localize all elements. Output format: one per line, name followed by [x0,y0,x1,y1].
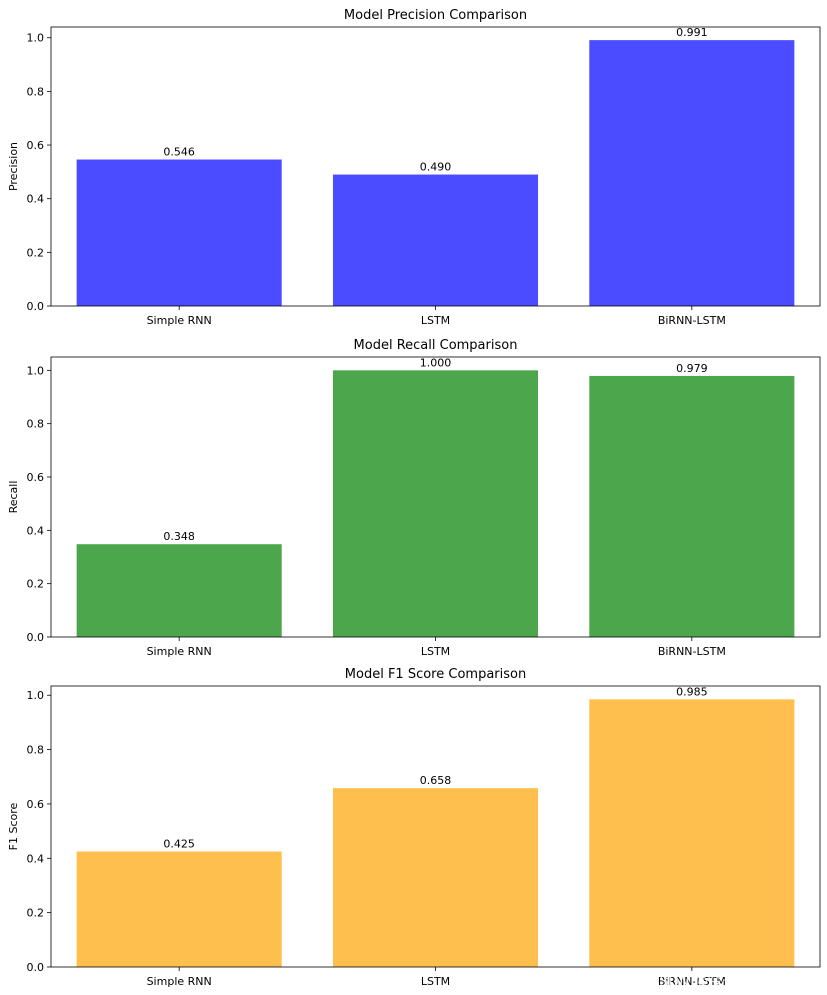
bar-simple-rnn [76,851,282,967]
y-tick-label: 1.0 [27,364,45,377]
watermark: CSDN @今天你push了吗 [650,974,812,990]
x-tick-label: BiRNN-LSTM [658,314,726,327]
y-axis-label: Recall [7,481,20,514]
x-tick-label: Simple RNN [147,314,212,327]
data-label: 0.991 [676,26,708,39]
x-tick-label: BiRNN-LSTM [658,975,726,988]
data-label: 0.348 [163,530,195,543]
x-tick-label: BiRNN-LSTM [658,645,726,658]
data-label: 0.425 [163,838,195,851]
y-tick-label: 0.2 [27,246,45,259]
data-label: 0.979 [676,362,708,375]
y-axis-label: Precision [7,142,20,191]
x-tick-label: LSTM [421,314,450,327]
chart-title: Model Precision Comparison [344,8,527,23]
y-tick-label: 0.8 [27,418,45,431]
bar-birnn-lstm [589,40,795,306]
bar-lstm [332,370,539,637]
data-label: 0.546 [163,146,195,159]
x-tick-label: LSTM [421,975,450,988]
y-tick-label: 0.0 [27,300,45,313]
y-tick-label: 0.6 [27,471,45,484]
x-tick-label: LSTM [421,645,450,658]
data-label: 0.490 [420,161,452,174]
y-tick-label: 0.0 [27,631,45,644]
y-tick-label: 0.6 [27,798,45,811]
chart-panel-1: Model Precision Comparison 0.0 0.2 0.4 0.6 0.… [7,8,821,327]
y-tick-label: 0.4 [27,524,45,537]
bar-birnn-lstm [589,375,795,637]
bar-lstm [332,174,539,306]
y-axis-label: F1 Score [7,802,20,850]
y-tick-label: 0.2 [27,578,45,591]
x-tick-label: Simple RNN [147,645,212,658]
chart-title: Model Recall Comparison [354,338,518,353]
x-tick-label: Simple RNN [147,975,212,988]
y-tick-label: 0.8 [27,85,45,98]
y-tick-label: 0.2 [27,907,45,920]
y-tick-label: 0.4 [27,852,45,865]
data-label: 0.985 [676,685,708,698]
chart-panel-3: Model F1 Score Comparison 0.0 0.2 0.4 0.6 0.8… [7,667,821,988]
bar-birnn-lstm [589,699,795,967]
y-tick-label: 1.0 [27,32,45,45]
y-tick-label: 0.0 [27,961,45,974]
y-tick-label: 0.6 [27,139,45,152]
y-tick-label: 1.0 [27,689,45,702]
bar-lstm [332,788,539,967]
bar-simple-rnn [76,159,282,306]
y-tick-label: 0.4 [27,193,45,206]
y-tick-label: 0.8 [27,744,45,757]
bar-simple-rnn [76,544,282,637]
data-label: 0.658 [420,774,452,787]
data-label: 1.000 [420,356,452,369]
chart-panel-2: Model Recall Comparison 0.0 0.2 0.4 0.6 0.8 1.… [7,338,821,658]
chart-title: Model F1 Score Comparison [345,667,526,682]
